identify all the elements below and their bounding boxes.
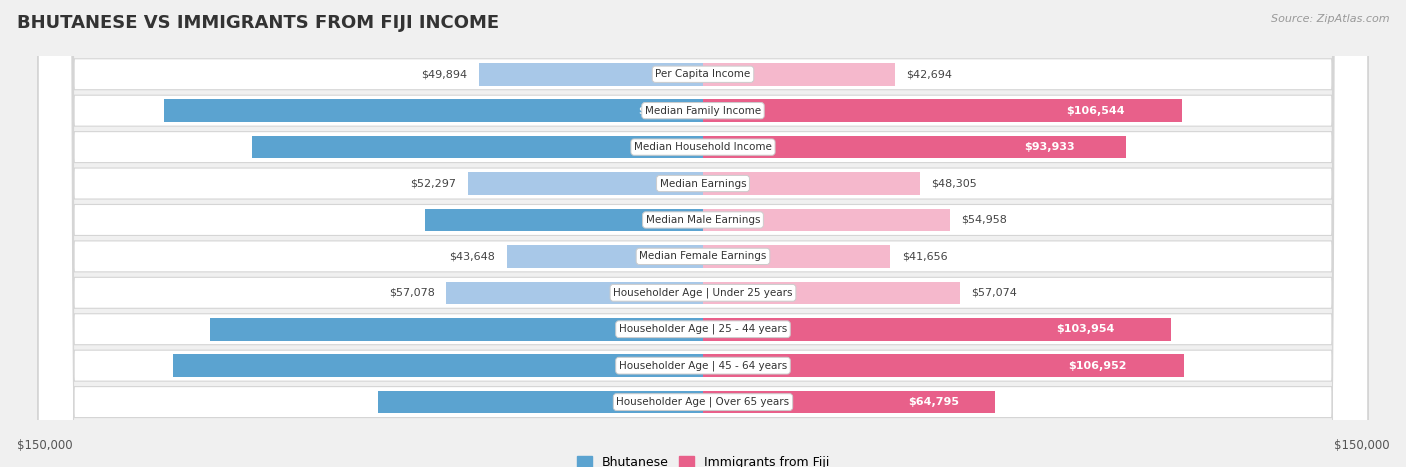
Bar [446,282,703,304]
Text: $64,795: $64,795 [908,397,959,407]
Text: $150,000: $150,000 [1333,439,1389,453]
Text: $57,074: $57,074 [972,288,1017,298]
FancyBboxPatch shape [38,0,1368,467]
Text: $42,694: $42,694 [907,69,952,79]
Text: Median Earnings: Median Earnings [659,178,747,189]
Text: $106,544: $106,544 [1066,106,1125,116]
Text: $100,151: $100,151 [650,142,707,152]
Text: BHUTANESE VS IMMIGRANTS FROM FIJI INCOME: BHUTANESE VS IMMIGRANTS FROM FIJI INCOME [17,14,499,32]
Bar [703,354,1184,377]
Text: $57,078: $57,078 [389,288,434,298]
Bar [425,209,703,231]
Text: $117,750: $117,750 [640,361,697,371]
Text: Median Family Income: Median Family Income [645,106,761,116]
Text: Median Male Earnings: Median Male Earnings [645,215,761,225]
FancyBboxPatch shape [38,0,1368,467]
Text: $49,894: $49,894 [422,69,467,79]
FancyBboxPatch shape [38,0,1368,467]
Bar [703,245,890,268]
FancyBboxPatch shape [38,0,1368,467]
Bar [211,318,703,340]
Text: Median Female Earnings: Median Female Earnings [640,251,766,262]
Text: $72,288: $72,288 [664,397,714,407]
Bar [703,172,921,195]
Text: Householder Age | 45 - 64 years: Householder Age | 45 - 64 years [619,361,787,371]
Bar [468,172,703,195]
Text: $52,297: $52,297 [411,178,457,189]
Bar [506,245,703,268]
Text: $106,952: $106,952 [1069,361,1126,371]
Bar [478,63,703,85]
FancyBboxPatch shape [38,0,1368,467]
Text: Householder Age | 25 - 44 years: Householder Age | 25 - 44 years [619,324,787,334]
Text: $61,759: $61,759 [669,215,720,225]
Bar [703,63,896,85]
Text: Per Capita Income: Per Capita Income [655,69,751,79]
Bar [165,99,703,122]
Bar [703,209,950,231]
FancyBboxPatch shape [38,0,1368,467]
Text: Source: ZipAtlas.com: Source: ZipAtlas.com [1271,14,1389,24]
Text: $119,800: $119,800 [638,106,697,116]
Text: $43,648: $43,648 [450,251,495,262]
Text: Median Household Income: Median Household Income [634,142,772,152]
Text: $103,954: $103,954 [1056,324,1115,334]
Bar [703,136,1126,158]
FancyBboxPatch shape [38,0,1368,467]
FancyBboxPatch shape [38,0,1368,467]
Bar [703,318,1171,340]
Legend: Bhutanese, Immigrants from Fiji: Bhutanese, Immigrants from Fiji [576,456,830,467]
Text: $150,000: $150,000 [17,439,73,453]
Bar [703,99,1182,122]
Text: $93,933: $93,933 [1025,142,1076,152]
Text: $41,656: $41,656 [901,251,948,262]
Text: Householder Age | Under 25 years: Householder Age | Under 25 years [613,288,793,298]
Bar [703,391,994,413]
Bar [378,391,703,413]
Bar [173,354,703,377]
Bar [703,282,960,304]
Text: $109,520: $109,520 [644,324,702,334]
Bar [253,136,703,158]
Text: Householder Age | Over 65 years: Householder Age | Over 65 years [616,397,790,407]
Text: $54,958: $54,958 [962,215,1007,225]
FancyBboxPatch shape [38,0,1368,467]
Text: $48,305: $48,305 [932,178,977,189]
FancyBboxPatch shape [38,0,1368,467]
